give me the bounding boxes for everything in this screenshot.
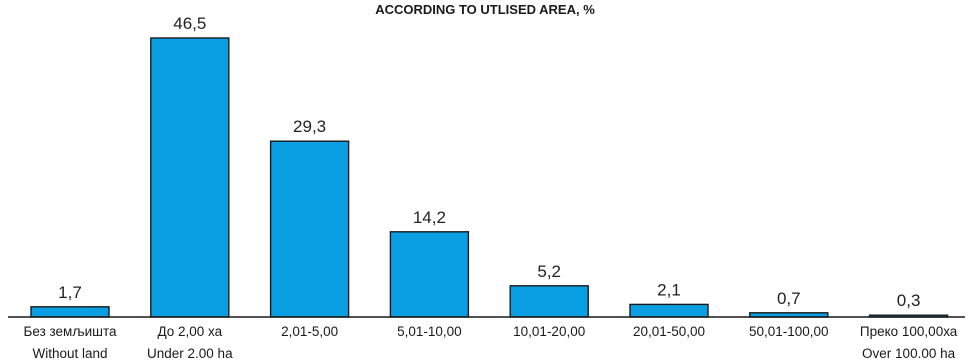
x-axis-labels: Без земљишта Without land До 2,00 ха Under … <box>24 324 958 361</box>
x-tick-label-1: Без земљишта <box>24 324 117 339</box>
x-tick-label-6: 20,01-50,00 <box>633 324 705 339</box>
value-label-7: 0,7 <box>777 289 801 308</box>
x-tick-label-3: 2,01-5,00 <box>281 324 338 339</box>
x-tick-label-en-1: Without land <box>32 346 107 361</box>
bar-3 <box>269 140 350 318</box>
value-label-5: 5,2 <box>537 262 561 281</box>
bars-group <box>30 37 949 318</box>
x-tick-label-en-2: Under 2.00 ha <box>147 346 233 361</box>
chart-title: ACCORDING TO UTLISED AREA, % <box>375 2 595 17</box>
x-tick-label-5: 10,01-20,00 <box>513 324 585 339</box>
value-labels-group: 1,7 46,5 29,3 14,2 5,2 2,1 0,7 0,3 <box>58 14 920 310</box>
bar-6 <box>629 303 709 318</box>
x-tick-label-en-8: Over 100.00 ha <box>862 346 956 361</box>
value-label-1: 1,7 <box>58 283 82 302</box>
bar-5 <box>509 285 589 318</box>
bar-2 <box>150 37 230 318</box>
value-label-3: 29,3 <box>293 117 326 136</box>
x-tick-label-4: 5,01-10,00 <box>397 324 462 339</box>
x-tick-label-7: 50,01-100,00 <box>749 324 829 339</box>
value-label-6: 2,1 <box>657 280 681 299</box>
value-label-4: 14,2 <box>413 208 446 227</box>
x-tick-label-8: Преко 100,00ха <box>860 324 958 339</box>
x-tick-label-2: До 2,00 ха <box>157 324 222 339</box>
value-label-8: 0,3 <box>897 291 921 310</box>
value-label-2: 46,5 <box>173 14 206 33</box>
bar-1 <box>30 306 110 318</box>
bar-4 <box>389 231 470 318</box>
